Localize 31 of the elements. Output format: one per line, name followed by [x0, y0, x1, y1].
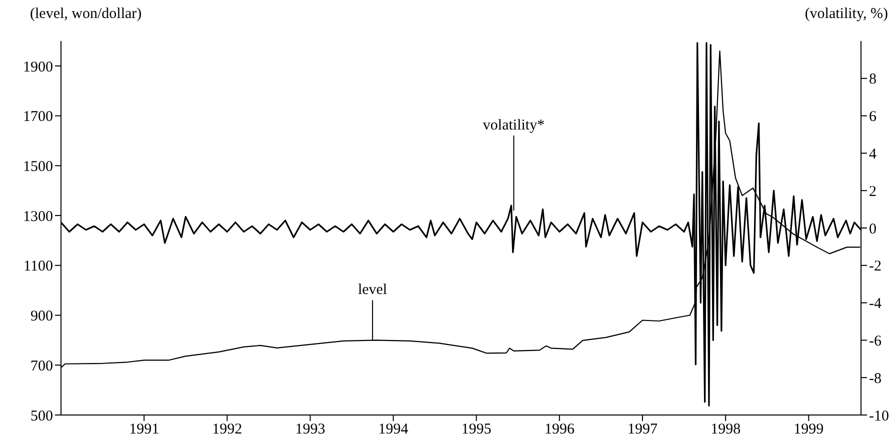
annotation: level — [358, 282, 388, 298]
y-tick-label: 1700 — [23, 109, 53, 126]
x-tick-label: 1997 — [628, 422, 658, 438]
annotation: volatility* — [482, 118, 545, 134]
y2-tick-label: -6 — [869, 334, 882, 350]
y2-tick-label: -10 — [869, 408, 889, 424]
y2-tick-label: -4 — [869, 296, 882, 312]
y-tick-label: 900 — [30, 308, 53, 325]
x-tick-label: 1994 — [378, 422, 409, 438]
y-tick-label: 1300 — [23, 208, 53, 225]
y-tick-label: 500 — [30, 408, 53, 424]
x-tick-label: 1999 — [794, 422, 824, 438]
y2-tick-label: 2 — [869, 184, 876, 200]
x-tick-label: 1998 — [710, 422, 741, 438]
y2-axis-title: (volatility, %) — [804, 6, 888, 23]
y2-tick-label: -2 — [869, 258, 882, 275]
y2-tick-label: 0 — [869, 221, 876, 238]
x-tick-label: 1991 — [129, 422, 160, 438]
y2-tick-label: -8 — [869, 370, 882, 387]
x-tick-label: 1993 — [295, 422, 326, 438]
x-tick-label: 1995 — [461, 422, 492, 438]
x-tick-label: 1996 — [544, 422, 575, 438]
y2-tick-label: 6 — [869, 109, 877, 126]
y-tick-label: 1100 — [24, 258, 53, 275]
y-tick-label: 1500 — [23, 158, 53, 175]
y2-tick-label: 8 — [869, 72, 876, 88]
y-tick-label: 700 — [30, 358, 53, 374]
y2-tick-label: 4 — [869, 146, 877, 163]
x-tick-label: 1992 — [212, 422, 242, 438]
y-axis-title: (level, won/dollar) — [30, 6, 142, 23]
y-tick-label: 1900 — [23, 59, 53, 76]
